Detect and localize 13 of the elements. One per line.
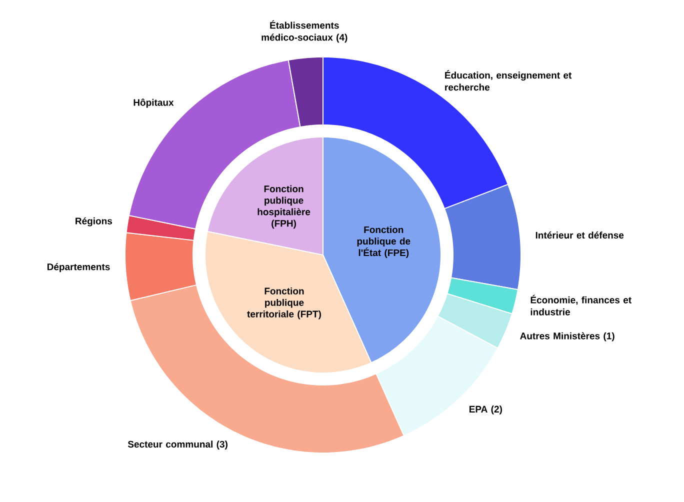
slice-label: Fonction publique de l'État (FPE) bbox=[357, 226, 410, 258]
slice-label: Intérieur et défense bbox=[536, 232, 624, 239]
slice-label: Économie, finances et industrie bbox=[530, 294, 632, 316]
slice-label: Hôpitaux bbox=[134, 98, 174, 108]
slice-label: EPA (2) bbox=[469, 406, 502, 414]
slice-label: Fonction publique territoriale (FPT) bbox=[247, 287, 321, 320]
slice-label: Régions bbox=[76, 217, 112, 226]
slice-label: Secteur communal (3) bbox=[128, 440, 228, 450]
slice-label: Fonction publique hospitalière (FPH) bbox=[258, 185, 310, 229]
slice-label: Éducation, enseignement et recherche bbox=[445, 70, 572, 91]
slice-label: Autres Ministères (1) bbox=[520, 332, 614, 342]
slice-label: Établissements médico-sociaux (4) bbox=[262, 20, 348, 43]
slice-label: Départements bbox=[47, 263, 110, 272]
